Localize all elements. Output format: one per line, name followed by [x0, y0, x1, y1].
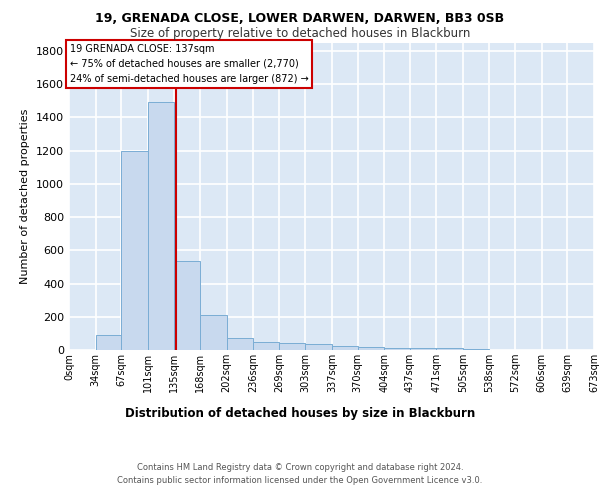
Text: 19 GRENADA CLOSE: 137sqm
← 75% of detached houses are smaller (2,770)
24% of sem: 19 GRENADA CLOSE: 137sqm ← 75% of detach…: [70, 44, 308, 84]
Bar: [148, 102, 175, 350]
Text: Size of property relative to detached houses in Blackburn: Size of property relative to detached ho…: [130, 28, 470, 40]
Bar: [463, 349, 488, 350]
Bar: [358, 346, 384, 350]
Bar: [121, 150, 148, 350]
Bar: [305, 344, 332, 350]
Bar: [227, 338, 253, 350]
Bar: [410, 348, 436, 350]
Bar: [200, 315, 227, 350]
Text: Distribution of detached houses by size in Blackburn: Distribution of detached houses by size …: [125, 408, 475, 420]
Bar: [332, 346, 358, 350]
Bar: [279, 342, 305, 350]
Text: Contains public sector information licensed under the Open Government Licence v3: Contains public sector information licen…: [118, 476, 482, 485]
Text: 19, GRENADA CLOSE, LOWER DARWEN, DARWEN, BB3 0SB: 19, GRENADA CLOSE, LOWER DARWEN, DARWEN,…: [95, 12, 505, 26]
Bar: [95, 335, 121, 350]
Bar: [253, 342, 279, 350]
Bar: [436, 348, 463, 350]
Y-axis label: Number of detached properties: Number of detached properties: [20, 108, 31, 284]
Bar: [384, 348, 410, 350]
Text: Contains HM Land Registry data © Crown copyright and database right 2024.: Contains HM Land Registry data © Crown c…: [137, 462, 463, 471]
Bar: [175, 261, 200, 350]
